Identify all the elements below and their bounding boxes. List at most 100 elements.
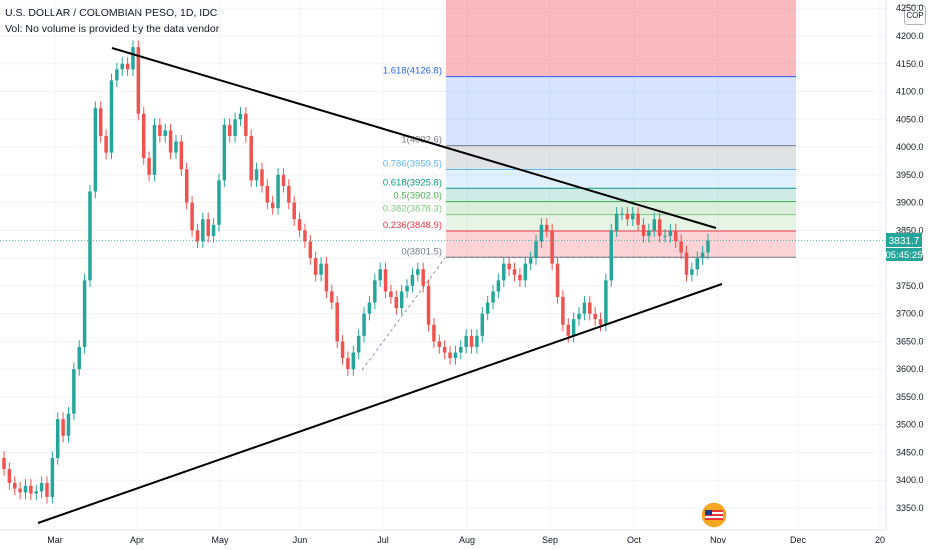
candle-body [281,174,286,186]
price-axis-label: 3600.0 [896,364,924,374]
candle-body [582,302,587,314]
candle-body [453,352,458,359]
time-axis-label: Sep [542,535,558,545]
candle-body [260,169,264,186]
candle-body [448,352,452,359]
candle-body [378,269,382,281]
candle-body [679,241,683,253]
countdown-badge-text: 05:45:25 [886,250,923,261]
candle-body [604,280,608,325]
candle-body [324,263,329,292]
price-axis-label: 3750.0 [896,281,924,291]
candle-body [34,491,38,494]
candle-body [598,319,603,325]
candle-body [502,263,506,281]
upper-trendline[interactable] [111,47,717,229]
candle-body [168,130,173,153]
time-axis-label: Mar [47,535,63,545]
candles [0,40,886,504]
fib-level-label: 0.786(3959.5) [383,159,442,170]
price-badge: 3831.7 [886,233,922,247]
candle-body [287,185,291,203]
candle-body [528,258,533,264]
candle-body [641,224,646,236]
candle-body [437,341,442,347]
candle-body [657,219,662,236]
candle-body [426,285,431,325]
candle-body [115,69,119,81]
time-axis-label: Apr [130,535,144,545]
trendlines[interactable] [37,47,723,524]
candle-body [61,419,65,436]
candle-body [480,313,485,336]
candle-body [566,324,571,336]
candle-body [507,263,511,270]
candle-body [652,219,657,231]
fib-level-label: 0(3801.5) [401,246,442,257]
time-axis-label: Nov [710,535,727,545]
candle-body [636,213,640,225]
price-axis-label: 4200.0 [896,31,924,41]
time-axis-label: Oct [627,535,642,545]
candle-body [518,274,522,281]
candle-body [66,413,71,436]
candle-body [389,291,393,297]
candle-body [184,169,189,203]
candle-body [244,113,248,136]
candle-body [410,274,415,286]
price-axis-label: 3500.0 [896,420,924,430]
candle-body [469,335,474,347]
candle-body [238,113,243,120]
candle-body [206,219,210,236]
candle-body [190,202,194,231]
candle-body [539,224,544,242]
candle-body [700,252,705,259]
candle-body [7,469,12,484]
candle-body [684,252,689,275]
currency-button[interactable]: COP [904,5,926,25]
candle-body [335,302,339,342]
candle-body [147,158,151,175]
candle-body [496,280,501,292]
candle-body [265,185,270,203]
candle-body [416,269,420,275]
candle-body [690,269,694,275]
fibonacci-extension[interactable]: 1.618(4126.8)1(4002.6)0.786(3959.5)0.618… [383,0,796,258]
candle-body [674,230,678,242]
candle-body [174,141,178,153]
candle-body [405,285,409,292]
price-axis[interactable]: 3350.0 3400.0 3450.0 3500.0 3550.0 3600.0 3650… [885,0,924,530]
candle-body [625,213,630,220]
candle-body [464,335,468,347]
symbol-title[interactable]: U.S. DOLLAR / COLOMBIAN PESO, 1D, IDC [5,7,218,19]
fib-level-label: 1.618(4126.8) [383,66,442,77]
candle-body [475,335,479,347]
flag-icon[interactable] [700,501,728,529]
candle-body [29,485,33,494]
price-axis-label: 3550.0 [896,392,924,402]
candle-body [158,124,162,136]
candle-body [706,240,710,253]
candle-body [534,241,538,259]
candle-body [88,191,92,281]
candle-body [340,341,345,359]
candle-body [394,296,399,309]
countdown-badge: 05:45:25 [886,248,923,261]
candle-body [93,108,98,192]
candle-body [270,202,275,209]
time-axis-label: Jun [293,535,308,545]
candle-body [163,130,167,136]
time-axis[interactable]: Mar Apr May Jun Jul Aug Sep Oct Nov Dec 20 [0,529,886,545]
candle-body [303,230,307,242]
candle-body [550,230,554,264]
candle-body [141,113,146,159]
time-axis-label: Aug [459,535,475,545]
candle-body [663,235,667,237]
price-axis-label: 4000.0 [896,142,924,152]
candle-body [39,483,44,492]
candle-body [362,313,366,336]
lower-trendline[interactable] [37,283,723,524]
candle-body [72,369,76,414]
candle-body [330,291,334,303]
